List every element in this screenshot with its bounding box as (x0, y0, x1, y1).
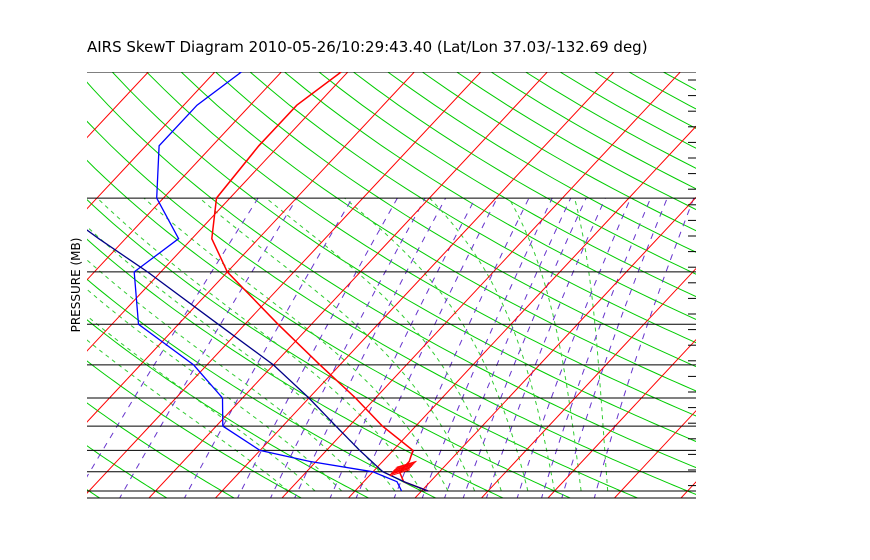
dry-adiabat (87, 120, 696, 496)
dry-adiabat (249, 72, 696, 344)
dew-point-temp-line (133, 72, 403, 492)
isotherm (87, 72, 482, 494)
cape-hatch (390, 466, 411, 474)
mixing-ratio-line (561, 197, 668, 498)
mixing-ratio-line (183, 197, 353, 498)
cape-hatch (396, 460, 417, 468)
chart-title: AIRS SkewT Diagram 2010-05-26/10:29:43.4… (87, 38, 648, 56)
dry-adiabat (87, 402, 236, 498)
mixing-ratio-line (237, 197, 398, 498)
isotherm (281, 72, 681, 498)
air-parcel-temp-line (87, 229, 429, 492)
cape-hatch (393, 464, 414, 472)
cape-hatch (394, 463, 415, 471)
dry-adiabat (87, 81, 696, 469)
mixing-ratio-line (462, 197, 587, 498)
cape-hatch (391, 465, 413, 473)
dry-adiabat (87, 445, 168, 498)
isotherm (87, 72, 349, 352)
mixing-ratio-line (516, 197, 632, 498)
mixing-ratio-line (593, 197, 695, 498)
isotherm (480, 267, 696, 498)
dry-adiabat (146, 72, 696, 417)
moist-adiabat (429, 197, 555, 492)
moist-adiabat (574, 197, 609, 492)
dry-adiabat (180, 72, 696, 392)
isotherm (547, 338, 696, 498)
mixing-ratio-line (421, 197, 553, 498)
isotherm (87, 72, 282, 281)
dry-adiabat (87, 238, 505, 498)
isotherm (613, 410, 696, 498)
isotherm (87, 72, 216, 210)
mixing-ratio-line (443, 197, 572, 498)
y-axis-label: PRESSURE (MB) (69, 238, 83, 333)
moist-adiabat (508, 197, 582, 492)
mixing-ratio-line (485, 197, 606, 498)
mixing-ratio-line (294, 197, 447, 498)
stability-indices (688, 79, 696, 487)
dry-adiabat (87, 199, 572, 498)
mixing-ratio-line (119, 197, 298, 498)
dry-adiabat (284, 72, 696, 321)
dry-adiabat (215, 72, 696, 368)
isotherm (87, 72, 415, 423)
cape-hatch (389, 469, 411, 477)
mixing-ratio-line (393, 197, 530, 498)
mixing-ratio-line (355, 197, 498, 498)
moist-adiabat (265, 197, 502, 492)
isotherm (414, 196, 696, 498)
isotherm (87, 72, 149, 139)
mixing-ratio-line (329, 197, 476, 498)
mixing-ratio-line (269, 197, 426, 498)
mixing-ratio-line (541, 197, 652, 498)
dry-adiabat (353, 72, 696, 275)
cape-hatch (389, 468, 410, 476)
isotherm (214, 72, 615, 498)
cape-hatch (395, 461, 416, 469)
dry-adiabat (318, 72, 696, 298)
series-layer (87, 72, 429, 492)
isotherm (148, 72, 548, 498)
mixing-ratio-line (87, 197, 259, 478)
dry-adiabat (87, 360, 303, 498)
isotherm (347, 125, 696, 498)
dry-adiabat (387, 72, 696, 253)
